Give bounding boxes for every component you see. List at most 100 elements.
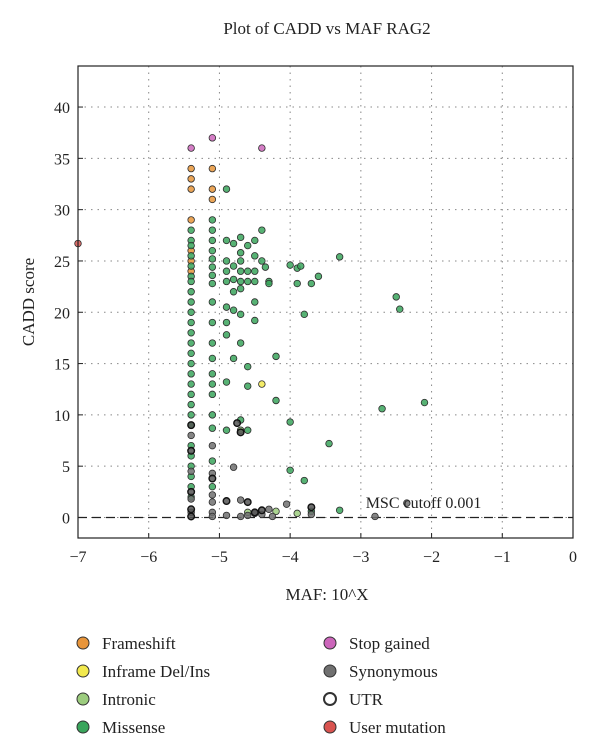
y-tick-label: 35 — [54, 151, 70, 168]
data-point — [187, 359, 195, 368]
data-point — [208, 195, 217, 204]
legend-marker — [323, 692, 337, 706]
data-point — [187, 370, 195, 378]
data-point — [208, 457, 217, 465]
data-point — [258, 257, 266, 265]
data-point — [187, 288, 195, 296]
data-point — [420, 398, 429, 407]
data-point — [222, 267, 231, 275]
data-point — [335, 506, 344, 514]
data-point — [208, 474, 217, 483]
data-point — [187, 411, 195, 419]
legend-label: UTR — [349, 690, 384, 709]
data-point — [236, 284, 245, 293]
data-point — [272, 507, 280, 516]
data-point — [244, 267, 252, 275]
data-point — [222, 426, 231, 434]
data-point — [187, 487, 196, 496]
legend-marker — [76, 636, 90, 650]
data-point — [244, 362, 252, 371]
data-points — [74, 134, 429, 521]
data-point — [251, 298, 259, 306]
data-point — [282, 500, 291, 508]
data-point — [236, 257, 245, 265]
data-point — [208, 354, 217, 363]
data-point — [286, 466, 294, 474]
y-tick-label: 20 — [54, 305, 70, 322]
data-point — [187, 339, 195, 347]
data-point — [187, 400, 195, 409]
series-utr — [187, 419, 316, 521]
legend-marker — [323, 636, 337, 650]
data-point — [229, 288, 238, 296]
data-point — [208, 318, 217, 327]
data-point — [272, 396, 280, 405]
data-point — [371, 512, 379, 521]
data-point — [208, 441, 217, 450]
data-point — [236, 249, 245, 257]
data-point — [229, 354, 238, 363]
plot-frame — [77, 65, 574, 539]
data-point — [300, 476, 308, 485]
data-point — [403, 499, 411, 507]
data-point — [208, 263, 217, 271]
data-point — [208, 498, 217, 506]
data-point — [335, 253, 344, 261]
data-point — [208, 512, 217, 521]
data-point — [229, 275, 238, 284]
data-point — [208, 482, 217, 491]
data-point — [187, 144, 195, 152]
data-point — [229, 306, 238, 314]
x-tick-label: −2 — [423, 549, 440, 566]
data-point — [251, 267, 259, 275]
chart-title: Plot of CADD vs MAF RAG2 — [223, 19, 430, 38]
series-inframe-del-ins — [258, 380, 266, 388]
data-point — [236, 310, 245, 319]
data-point — [187, 512, 196, 521]
data-point — [187, 495, 195, 503]
data-point — [222, 318, 231, 327]
data-point — [222, 497, 231, 506]
legend-label: Stop gained — [349, 634, 430, 653]
grid — [77, 66, 574, 538]
y-tick-label: 10 — [54, 408, 70, 425]
data-point — [208, 424, 217, 432]
legend-marker — [76, 720, 90, 734]
y-tick-label: 30 — [54, 203, 70, 220]
x-tick-label: −5 — [211, 549, 228, 566]
x-tick-label: −6 — [140, 549, 157, 566]
data-point — [222, 236, 231, 245]
data-point — [187, 467, 195, 476]
data-point — [222, 185, 231, 193]
data-point — [187, 226, 195, 234]
data-point — [187, 262, 195, 270]
data-point — [396, 305, 404, 313]
x-axis-label: MAF: 10^X — [285, 585, 368, 604]
y-tick-label: 25 — [54, 254, 70, 271]
legend-label: Inframe Del/Ins — [102, 662, 210, 681]
legend-marker — [76, 664, 90, 678]
series-missense — [187, 185, 429, 516]
data-point — [236, 233, 245, 242]
legend: Frameshift Stop gained Inframe Del/Ins Syno… — [76, 634, 446, 737]
data-point — [208, 380, 217, 388]
data-point — [222, 378, 231, 386]
data-point — [187, 185, 195, 193]
data-point — [268, 512, 277, 521]
cutoff-annotation: MSC cutoff 0.001 — [366, 495, 482, 512]
data-point — [293, 509, 301, 518]
data-point — [187, 318, 195, 327]
data-point — [244, 277, 252, 286]
data-point — [233, 419, 242, 428]
data-point — [187, 308, 195, 316]
data-point — [187, 241, 195, 250]
data-point — [293, 279, 301, 288]
data-point — [208, 185, 217, 193]
data-point — [229, 239, 238, 248]
y-axis-ticks: 0 5 10 15 20 25 30 35 40 — [54, 100, 83, 527]
data-point — [258, 144, 266, 152]
data-point — [265, 279, 273, 288]
data-point — [222, 511, 231, 520]
data-point — [187, 164, 195, 173]
data-point — [222, 303, 231, 311]
